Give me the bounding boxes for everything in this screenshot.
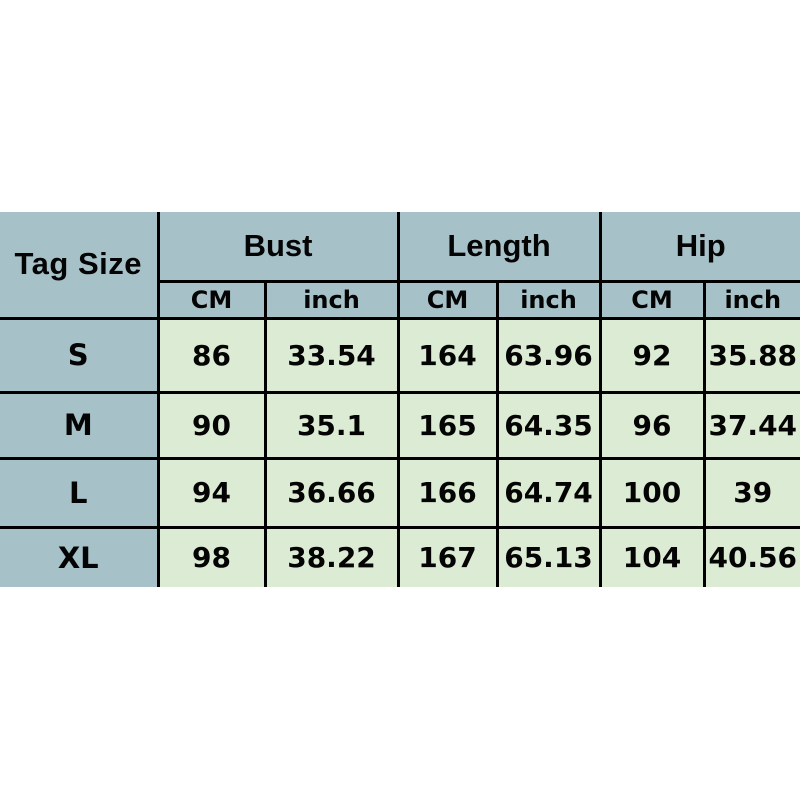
cell-l-bust-cm: 94 xyxy=(156,456,267,529)
length-inch-header: inch xyxy=(495,279,602,320)
length-cm-header: CM xyxy=(396,279,499,320)
bust-cm-header: CM xyxy=(158,279,267,320)
cell-s-bust-inch: 33.54 xyxy=(263,316,400,394)
cell-m-bust-cm: 90 xyxy=(156,390,267,460)
cell-m-hip-inch: 37.44 xyxy=(702,390,800,460)
cell-xl-hip-cm: 104 xyxy=(598,525,706,587)
cell-s-hip-cm: 92 xyxy=(598,316,706,394)
group-header-bust: Bust xyxy=(156,212,400,283)
table-row-s: S 86 33.54 164 63.96 92 35.88 xyxy=(0,316,800,394)
bust-inch-header: inch xyxy=(263,279,400,320)
hip-cm-header: CM xyxy=(598,279,706,320)
cell-l-hip-cm: 100 xyxy=(598,456,706,529)
cell-m-bust-inch: 35.1 xyxy=(263,390,400,460)
size-chart: Tag Size Bust Length Hip CM inch CM inch… xyxy=(0,212,800,587)
cell-xl-bust-cm: 98 xyxy=(156,525,267,587)
cell-s-bust-cm: 86 xyxy=(156,316,267,394)
group-header-hip: Hip xyxy=(598,212,800,283)
cell-l-bust-inch: 36.66 xyxy=(263,456,400,529)
table-row-l: L 94 36.66 166 64.74 100 39 xyxy=(0,456,800,529)
cell-m-length-inch: 64.35 xyxy=(495,390,602,460)
cell-s-length-inch: 63.96 xyxy=(495,316,602,394)
cell-xl-hip-inch: 40.56 xyxy=(702,525,800,587)
cell-xl-length-cm: 167 xyxy=(396,525,499,587)
cell-xl-length-inch: 65.13 xyxy=(495,525,602,587)
row-label-xl: XL xyxy=(0,525,160,587)
row-label-m: M xyxy=(0,390,160,460)
row-label-s: S xyxy=(0,316,160,394)
cell-xl-bust-inch: 38.22 xyxy=(263,525,400,587)
table-row-xl: XL 98 38.22 167 65.13 104 40.56 xyxy=(0,525,800,587)
cell-m-hip-cm: 96 xyxy=(598,390,706,460)
group-header-length: Length xyxy=(396,212,602,283)
unit-header-row: CM inch CM inch CM inch xyxy=(0,279,800,320)
cell-l-length-inch: 64.74 xyxy=(495,456,602,529)
row-label-l: L xyxy=(0,456,160,529)
tag-size-header: Tag Size xyxy=(0,212,160,320)
cell-s-length-cm: 164 xyxy=(396,316,499,394)
cell-s-hip-inch: 35.88 xyxy=(702,316,800,394)
cell-l-length-cm: 166 xyxy=(396,456,499,529)
cell-m-length-cm: 165 xyxy=(396,390,499,460)
size-chart-table: Tag Size Bust Length Hip CM inch CM inch… xyxy=(0,212,800,587)
table-row-m: M 90 35.1 165 64.35 96 37.44 xyxy=(0,390,800,460)
cell-l-hip-inch: 39 xyxy=(702,456,800,529)
hip-inch-header: inch xyxy=(702,279,800,320)
group-header-row: Tag Size Bust Length Hip xyxy=(0,212,800,320)
